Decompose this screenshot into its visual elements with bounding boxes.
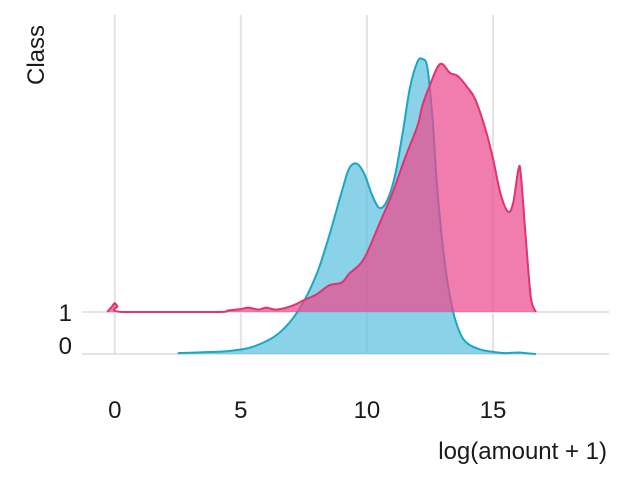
x-tick-label-15: 15 [480, 397, 507, 424]
class-label-0: 0 [59, 333, 72, 360]
y-axis-label: Class [23, 25, 50, 85]
density-line-class-1 [106, 62, 537, 314]
x-tick-label-10: 10 [354, 397, 381, 424]
class-label-1: 1 [59, 300, 72, 327]
density-area-class-1 [107, 63, 536, 313]
x-tick-labels: 0 5 10 15 [108, 397, 506, 424]
x-tick-label-5: 5 [234, 397, 247, 424]
class-labels: 1 0 [59, 300, 72, 360]
x-tick-label-0: 0 [108, 397, 121, 424]
x-axis-label: log(amount + 1) [438, 438, 607, 465]
density-areas [106, 57, 537, 355]
